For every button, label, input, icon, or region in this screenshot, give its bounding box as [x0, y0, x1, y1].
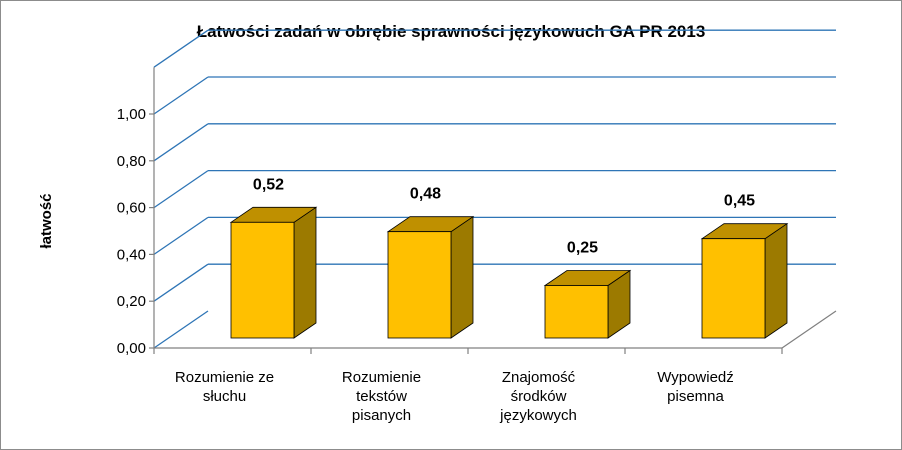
- y-tick-label: 0,20: [117, 293, 146, 310]
- y-tick-label: 0,80: [117, 153, 146, 170]
- data-label: 0,48: [410, 186, 441, 203]
- y-tick-label: 0,60: [117, 200, 146, 217]
- data-label: 0,25: [567, 240, 598, 257]
- labels: 0,00 0,20 0,40 0,60 0,80 1,00 0,52 Rozumienie z…: [117, 106, 755, 424]
- data-label: 0,52: [253, 176, 284, 193]
- x-tick-label: pisemna: [667, 388, 724, 405]
- x-tick-label: Rozumienie ze: [175, 369, 274, 386]
- gridline-wall: [153, 216, 209, 255]
- y-axis-label: łatwość: [38, 193, 55, 248]
- gridline-wall: [153, 310, 209, 349]
- y-tick-label: 0,40: [117, 246, 146, 263]
- chart-title: Łatwości zadań w obrębie sprawności języ…: [197, 22, 706, 41]
- x-tick-label: Znajomość: [502, 369, 576, 386]
- x-tick-label: Wypowiedź: [657, 369, 734, 386]
- data-label: 0,45: [724, 193, 755, 210]
- x-tick-label: Rozumienie: [342, 369, 421, 386]
- gridline-wall: [153, 76, 209, 115]
- x-tick-label: językowych: [499, 407, 577, 424]
- bar: [387, 231, 452, 339]
- bar-side: [293, 206, 317, 339]
- bar: [230, 221, 295, 339]
- x-tick-label: słuchu: [203, 388, 246, 405]
- bar-side: [450, 215, 474, 339]
- gridline-wall: [153, 170, 209, 209]
- x-tick-label: pisanych: [352, 407, 411, 424]
- bar-side: [764, 222, 788, 339]
- y-tick-label: 1,00: [117, 106, 146, 123]
- bar: [701, 238, 766, 339]
- x-tick-label: tekstów: [356, 388, 407, 405]
- bars: [229, 206, 789, 339]
- gridline-wall: [153, 263, 209, 302]
- x-tick-label: środków: [511, 388, 567, 405]
- y-tick-label: 0,00: [117, 340, 146, 357]
- gridline-wall: [153, 123, 209, 162]
- bar: [544, 285, 609, 339]
- gridline-wall: [153, 29, 209, 68]
- axes: [149, 67, 837, 354]
